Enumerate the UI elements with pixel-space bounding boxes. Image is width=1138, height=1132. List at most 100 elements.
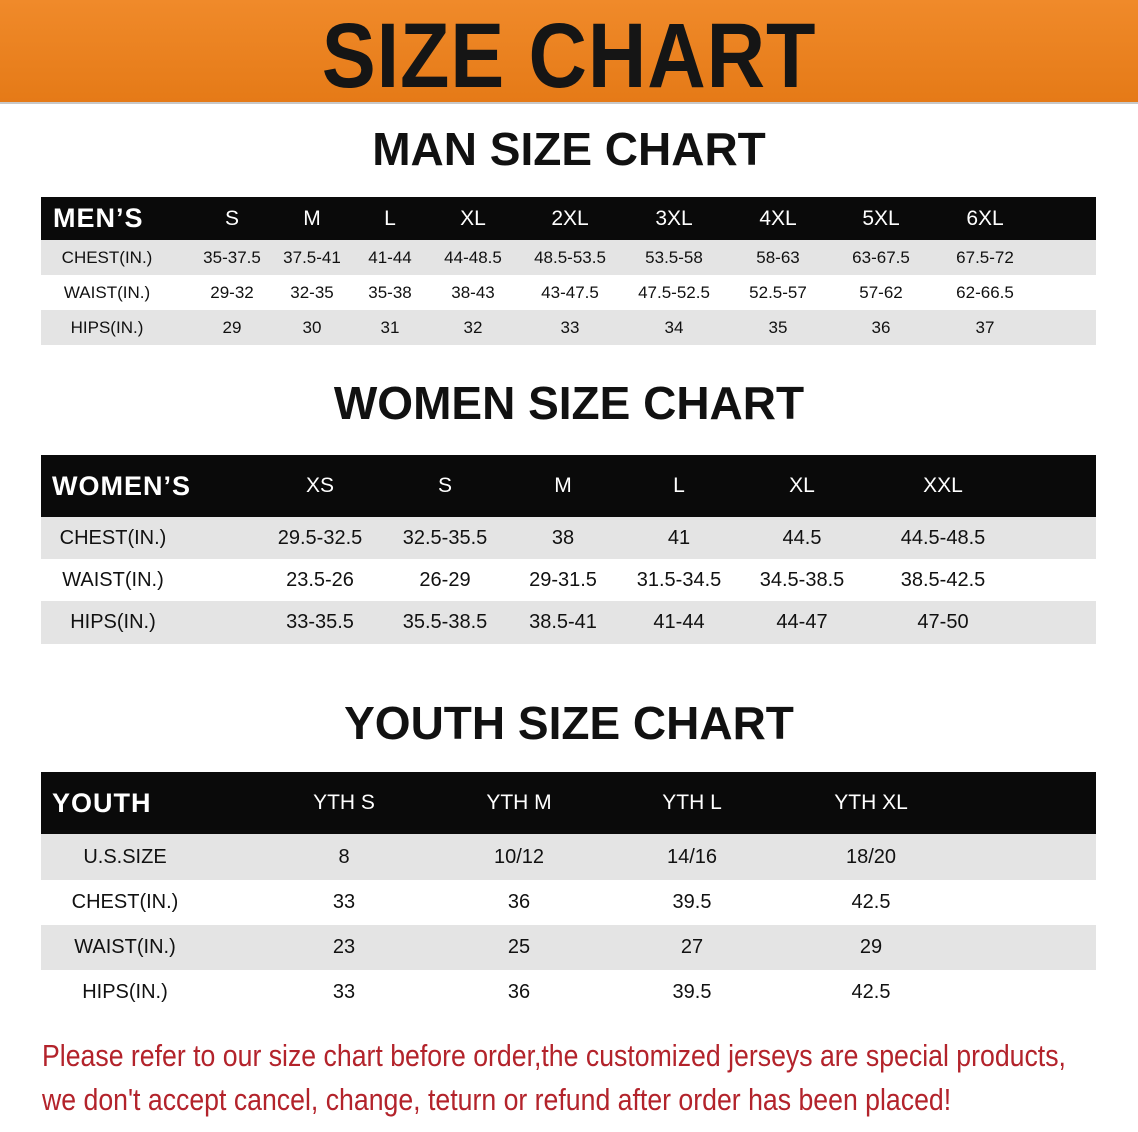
measurement-cell: 38-43 xyxy=(451,282,495,302)
measurement-cell: 42.5 xyxy=(851,891,891,913)
size-header: L xyxy=(384,206,396,230)
measurement-cell: 57-62 xyxy=(859,282,903,302)
measurement-cell: 33 xyxy=(560,317,580,337)
measurement-cell: 37.5-41 xyxy=(283,247,341,267)
row-label: WAIST(IN.) xyxy=(62,568,164,591)
table-row: WAIST(IN.) 23.5-26 26-29 29-31.5 31.5-34.5 34… xyxy=(41,559,1096,601)
table-row: CHEST(IN.) 35-37.5 37.5-41 41-44 44-48.5 48.5… xyxy=(41,240,1096,275)
measurement-cell: 43-47.5 xyxy=(541,282,599,302)
measurement-cell: 27 xyxy=(680,936,704,958)
table-row: U.S.SIZE 8 10/12 14/16 18/20 xyxy=(41,834,1096,880)
table-title: YOUTH xyxy=(52,787,152,818)
measurement-cell: 62-66.5 xyxy=(956,282,1014,302)
size-header: YTH M xyxy=(486,791,552,814)
size-header: L xyxy=(673,474,685,497)
measurement-cell: 35-37.5 xyxy=(203,247,261,267)
size-header: YTH S xyxy=(313,791,375,814)
youth-section-title: YOUTH SIZE CHART xyxy=(344,697,794,749)
measurement-cell: 41-44 xyxy=(368,247,412,267)
measurement-cell: 26-29 xyxy=(419,568,471,591)
measurement-cell: 44-48.5 xyxy=(444,247,502,267)
measurement-cell: 14/16 xyxy=(666,845,718,868)
measurement-cell: 38.5-41 xyxy=(529,611,597,633)
measurement-cell: 25 xyxy=(507,936,531,958)
size-header: S xyxy=(224,206,240,230)
measurement-cell: 47.5-52.5 xyxy=(638,282,710,302)
measurement-cell: 29 xyxy=(222,317,242,337)
measurement-cell: 35 xyxy=(768,317,788,337)
size-header: XXL xyxy=(923,474,963,497)
size-header: XS xyxy=(305,474,335,497)
measurement-cell: 31.5-34.5 xyxy=(636,568,722,591)
women-header-row: WOMEN’S XS S M L XL XXL xyxy=(41,455,1096,517)
table-row: WAIST(IN.) 29-32 32-35 35-38 38-43 43-47.5 47.… xyxy=(41,275,1096,310)
measurement-cell: 35-38 xyxy=(368,282,412,302)
measurement-cell: 32.5-35.5 xyxy=(402,526,488,549)
size-header: 4XL xyxy=(759,206,797,230)
measurement-cell: 10/12 xyxy=(493,845,545,868)
banner: SIZE CHART xyxy=(0,0,1138,107)
measurement-cell: 38 xyxy=(551,526,575,549)
measurement-cell: 38.5-42.5 xyxy=(900,568,986,591)
row-label: CHEST(IN.) xyxy=(59,526,167,549)
table-row: HIPS(IN.) 33 36 39.5 42.5 xyxy=(41,970,1096,1015)
measurement-cell: 23 xyxy=(332,936,356,958)
measurement-cell: 53.5-58 xyxy=(645,247,703,267)
measurement-cell: 31 xyxy=(380,317,400,337)
size-header: 6XL xyxy=(966,206,1004,230)
banner-title: SIZE CHART xyxy=(321,5,817,107)
measurement-cell: 29 xyxy=(859,936,883,958)
measurement-cell: 41 xyxy=(667,526,691,549)
men-section-title: MAN SIZE CHART xyxy=(372,123,766,175)
size-header: M xyxy=(303,206,321,230)
table-title: WOMEN’S xyxy=(52,470,191,501)
measurement-cell: 36 xyxy=(507,891,531,913)
measurement-cell: 36 xyxy=(871,317,891,337)
row-label: CHEST(IN.) xyxy=(71,891,179,913)
table-row: HIPS(IN.) 33-35.5 35.5-38.5 38.5-41 41-44 44-… xyxy=(41,601,1096,644)
measurement-cell: 18/20 xyxy=(845,845,897,868)
notice-line-2: we don't accept cancel, change, teturn o… xyxy=(42,1082,952,1117)
measurement-cell: 52.5-57 xyxy=(749,282,807,302)
measurement-cell: 29-32 xyxy=(210,282,254,302)
table-row: CHEST(IN.) 33 36 39.5 42.5 xyxy=(41,880,1096,925)
measurement-cell: 23.5-26 xyxy=(286,568,354,591)
size-header: XL xyxy=(460,206,486,230)
measurement-cell: 32 xyxy=(463,317,483,337)
measurement-cell: 30 xyxy=(302,317,322,337)
row-label: WAIST(IN.) xyxy=(63,282,151,302)
size-header: 5XL xyxy=(862,206,900,230)
men-header-row: MEN’S S M L XL 2XL 3XL 4XL 5XL 6XL xyxy=(41,197,1096,240)
measurement-cell: 67.5-72 xyxy=(956,247,1014,267)
youth-size-table: YOUTH YTH S YTH M YTH L YTH XL U.S.SIZE 8 10/12… xyxy=(41,772,1096,1015)
size-header: YTH XL xyxy=(834,791,908,814)
measurement-cell: 33-35.5 xyxy=(286,611,354,633)
row-label: HIPS(IN.) xyxy=(70,317,144,337)
row-label: WAIST(IN.) xyxy=(74,936,176,958)
measurement-cell: 44-47 xyxy=(776,611,828,633)
measurement-cell: 33 xyxy=(332,981,356,1003)
measurement-cell: 44.5-48.5 xyxy=(900,526,986,549)
women-size-table: WOMEN’S XS S M L XL XXL CHEST(IN.) 29.5-32.5 32.5… xyxy=(41,455,1096,644)
notice-line-1: Please refer to our size chart before or… xyxy=(42,1038,1066,1073)
measurement-cell: 39.5 xyxy=(672,891,712,913)
size-header: M xyxy=(554,474,572,497)
measurement-cell: 58-63 xyxy=(756,247,800,267)
size-header: 2XL xyxy=(551,206,589,230)
table-row: CHEST(IN.) 29.5-32.5 32.5-35.5 38 41 44.5 44.5… xyxy=(41,517,1096,559)
measurement-cell: 42.5 xyxy=(851,981,891,1003)
measurement-cell: 33 xyxy=(332,891,356,913)
measurement-cell: 8 xyxy=(338,845,350,868)
measurement-cell: 39.5 xyxy=(672,981,712,1003)
measurement-cell: 63-67.5 xyxy=(852,247,910,267)
row-label: CHEST(IN.) xyxy=(61,247,153,267)
men-size-table: MEN’S S M L XL 2XL 3XL 4XL 5XL 6XL CHEST(IN.) 35-37… xyxy=(41,197,1096,345)
measurement-cell: 37 xyxy=(975,317,995,337)
measurement-cell: 29-31.5 xyxy=(529,568,597,591)
measurement-cell: 29.5-32.5 xyxy=(277,526,363,549)
measurement-cell: 36 xyxy=(507,981,531,1003)
size-header: 3XL xyxy=(655,206,693,230)
row-label: HIPS(IN.) xyxy=(70,611,156,633)
size-header: S xyxy=(437,474,453,497)
measurement-cell: 35.5-38.5 xyxy=(402,611,488,633)
